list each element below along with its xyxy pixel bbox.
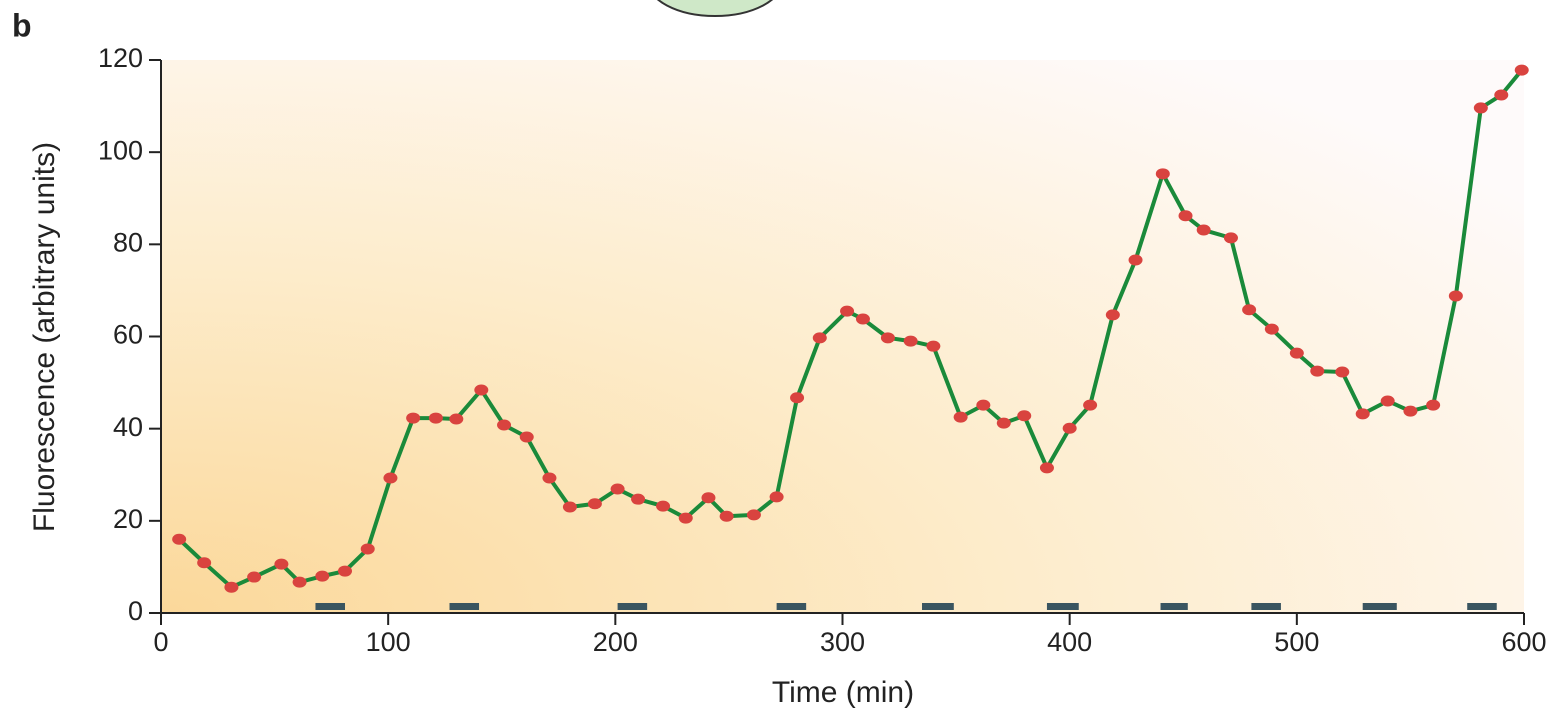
y-axis-label: Fluorescence (arbitrary units) bbox=[28, 142, 61, 532]
data-point bbox=[1197, 225, 1211, 236]
dark-period bbox=[618, 603, 648, 610]
data-point bbox=[383, 472, 397, 483]
data-point bbox=[1156, 168, 1170, 179]
dark-period bbox=[1161, 603, 1188, 610]
y-tick-label: 80 bbox=[113, 227, 143, 257]
data-point bbox=[406, 413, 420, 424]
page: {"chart_data": { "type": "line", "panel_… bbox=[0, 0, 1558, 716]
y-tick-label: 120 bbox=[98, 43, 143, 73]
x-tick-label: 100 bbox=[366, 627, 411, 657]
y-tick-label: 40 bbox=[113, 412, 143, 442]
data-point bbox=[1265, 324, 1279, 335]
dark-period bbox=[777, 603, 807, 610]
data-point bbox=[1494, 90, 1508, 101]
data-point bbox=[1335, 366, 1349, 377]
data-point bbox=[631, 494, 645, 505]
data-point bbox=[172, 534, 186, 545]
data-point bbox=[1040, 462, 1054, 473]
data-point bbox=[197, 557, 211, 568]
data-point bbox=[1106, 309, 1120, 320]
x-axis-label: Time (min) bbox=[772, 676, 914, 709]
data-point bbox=[679, 513, 693, 524]
data-point bbox=[856, 313, 870, 324]
data-point bbox=[315, 571, 329, 582]
y-tick-label: 60 bbox=[113, 320, 143, 350]
data-point bbox=[588, 498, 602, 509]
data-point bbox=[770, 491, 784, 502]
data-point bbox=[1426, 400, 1440, 411]
data-point bbox=[1515, 65, 1529, 76]
y-tick-label: 0 bbox=[128, 596, 143, 626]
dark-period bbox=[1047, 603, 1079, 610]
data-point bbox=[1310, 366, 1324, 377]
data-point bbox=[497, 419, 511, 430]
data-point bbox=[1083, 400, 1097, 411]
data-point bbox=[997, 418, 1011, 429]
data-point bbox=[1290, 348, 1304, 359]
data-point bbox=[790, 392, 804, 403]
data-point bbox=[656, 501, 670, 512]
data-point bbox=[720, 511, 734, 522]
x-tick-label: 300 bbox=[820, 627, 865, 657]
x-tick-label: 0 bbox=[153, 627, 168, 657]
x-tick-label: 600 bbox=[1501, 627, 1546, 657]
data-point bbox=[926, 341, 940, 352]
dark-period bbox=[450, 603, 480, 610]
dark-period bbox=[1251, 603, 1281, 610]
data-point bbox=[1179, 210, 1193, 221]
plot-background bbox=[161, 60, 1524, 613]
data-point bbox=[338, 566, 352, 577]
data-point bbox=[881, 332, 895, 343]
dark-period bbox=[1363, 603, 1397, 610]
chart: b Time (min) Fluorescence (arbitrary uni… bbox=[0, 0, 1558, 716]
data-point bbox=[701, 492, 715, 503]
data-point bbox=[247, 572, 261, 583]
data-point bbox=[542, 472, 556, 483]
data-point bbox=[954, 412, 968, 423]
data-point bbox=[1017, 410, 1031, 421]
data-point bbox=[1474, 102, 1488, 113]
data-point bbox=[1356, 408, 1370, 419]
data-point bbox=[813, 332, 827, 343]
dark-period bbox=[922, 603, 954, 610]
panel-label: b bbox=[12, 7, 32, 43]
data-point bbox=[1449, 290, 1463, 301]
data-point bbox=[747, 509, 761, 520]
data-point bbox=[1224, 232, 1238, 243]
data-point bbox=[1381, 396, 1395, 407]
data-point bbox=[840, 306, 854, 317]
x-tick-label: 500 bbox=[1274, 627, 1319, 657]
data-point bbox=[274, 559, 288, 570]
dark-period bbox=[1467, 603, 1497, 610]
dark-period bbox=[315, 603, 345, 610]
data-point bbox=[474, 384, 488, 395]
data-point bbox=[611, 484, 625, 495]
data-point bbox=[976, 400, 990, 411]
decoration bbox=[647, 0, 783, 16]
data-point bbox=[1063, 423, 1077, 434]
data-point bbox=[293, 577, 307, 588]
data-point bbox=[563, 502, 577, 513]
y-tick-label: 100 bbox=[98, 135, 143, 165]
data-point bbox=[520, 431, 534, 442]
data-point bbox=[904, 336, 918, 347]
data-point bbox=[1242, 304, 1256, 315]
x-tick-label: 200 bbox=[593, 627, 638, 657]
x-tick-label: 400 bbox=[1047, 627, 1092, 657]
data-point bbox=[449, 413, 463, 424]
data-point bbox=[1403, 406, 1417, 417]
data-point bbox=[224, 582, 238, 593]
data-point bbox=[429, 413, 443, 424]
data-point bbox=[361, 543, 375, 554]
y-tick-label: 20 bbox=[113, 504, 143, 534]
data-point bbox=[1129, 255, 1143, 266]
